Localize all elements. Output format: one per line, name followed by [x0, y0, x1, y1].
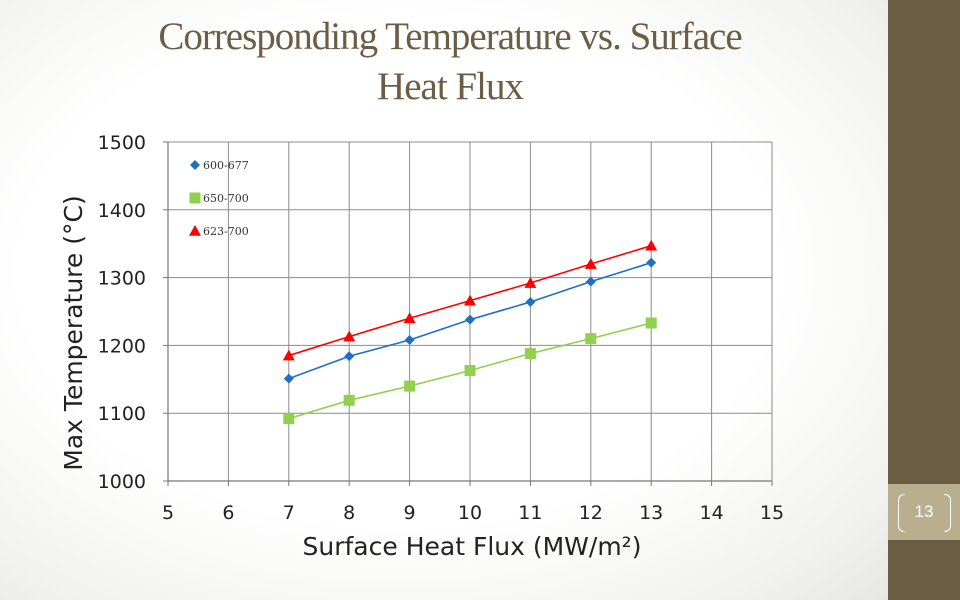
x-tick-label: 8	[343, 502, 355, 524]
x-tick-label: 15	[760, 502, 784, 524]
chart-legend: 600-677 650-700 623-700	[189, 159, 249, 238]
data-point	[283, 373, 294, 384]
x-tick-label: 10	[458, 502, 482, 524]
x-tick-label: 11	[518, 502, 542, 524]
legend-marker	[190, 160, 200, 170]
x-tick-label: 5	[162, 502, 174, 524]
data-point	[524, 277, 537, 288]
data-point	[464, 294, 476, 306]
legend-label: 600-677	[203, 159, 249, 172]
x-tick-label: 6	[222, 502, 234, 524]
series-600-677	[283, 257, 657, 384]
data-point	[584, 258, 597, 269]
legend-marker	[189, 225, 201, 236]
data-point	[344, 351, 355, 362]
x-tick-label: 14	[700, 502, 724, 524]
data-point	[343, 330, 356, 342]
x-tick-label: 7	[283, 502, 295, 524]
data-point	[585, 276, 596, 287]
y-axis-title: Max Temperature (°C)	[59, 195, 88, 470]
series-623-700	[282, 239, 658, 361]
data-point	[645, 239, 658, 251]
series-650-700	[283, 317, 657, 425]
chart: 5 6 7 8 9 10 11 12 13 14 15 1000 1100 1200 1300 1400 150…	[59, 132, 784, 561]
slide-background	[0, 0, 888, 600]
y-tick-label: 1000	[98, 471, 146, 493]
y-tick-label: 1100	[98, 403, 146, 425]
y-tick-label: 1400	[98, 200, 146, 222]
chart-grid	[163, 141, 773, 486]
data-point	[465, 314, 475, 325]
data-point	[403, 312, 416, 324]
page-bracket-right	[944, 494, 951, 532]
page-bracket-left	[898, 494, 905, 532]
data-point	[524, 348, 536, 360]
x-tick-label: 12	[579, 502, 603, 524]
y-tick-label: 1500	[98, 132, 146, 154]
chart-series	[282, 239, 658, 425]
slide-title-line1: Corresponding Temperature vs. Surface	[158, 15, 742, 58]
data-point	[404, 334, 415, 345]
legend-label: 650-700	[203, 192, 249, 205]
data-point	[283, 413, 295, 425]
x-tick-label: 13	[639, 502, 663, 524]
x-tick-label: 9	[404, 502, 416, 524]
x-axis-title: Surface Heat Flux (MW/m²)	[303, 532, 642, 561]
chart-ticks: 5 6 7 8 9 10 11 12 13 14 15 1000 1100 1200 1300 1400 150…	[98, 132, 784, 524]
data-point	[464, 364, 476, 376]
data-point	[645, 317, 657, 329]
y-tick-label: 1200	[98, 335, 146, 357]
y-tick-label: 1300	[98, 268, 146, 290]
data-point	[585, 333, 597, 345]
legend-label: 623-700	[203, 225, 249, 238]
data-point	[404, 380, 416, 392]
data-point	[646, 257, 657, 268]
data-point	[282, 349, 295, 361]
legend-marker	[189, 192, 201, 204]
page-number: 13	[914, 502, 934, 521]
slide-title-line2: Heat Flux	[377, 65, 524, 108]
slide-title: Corresponding Temperature vs. Surface He…	[60, 12, 840, 112]
data-point	[343, 394, 355, 406]
data-point	[525, 297, 536, 308]
